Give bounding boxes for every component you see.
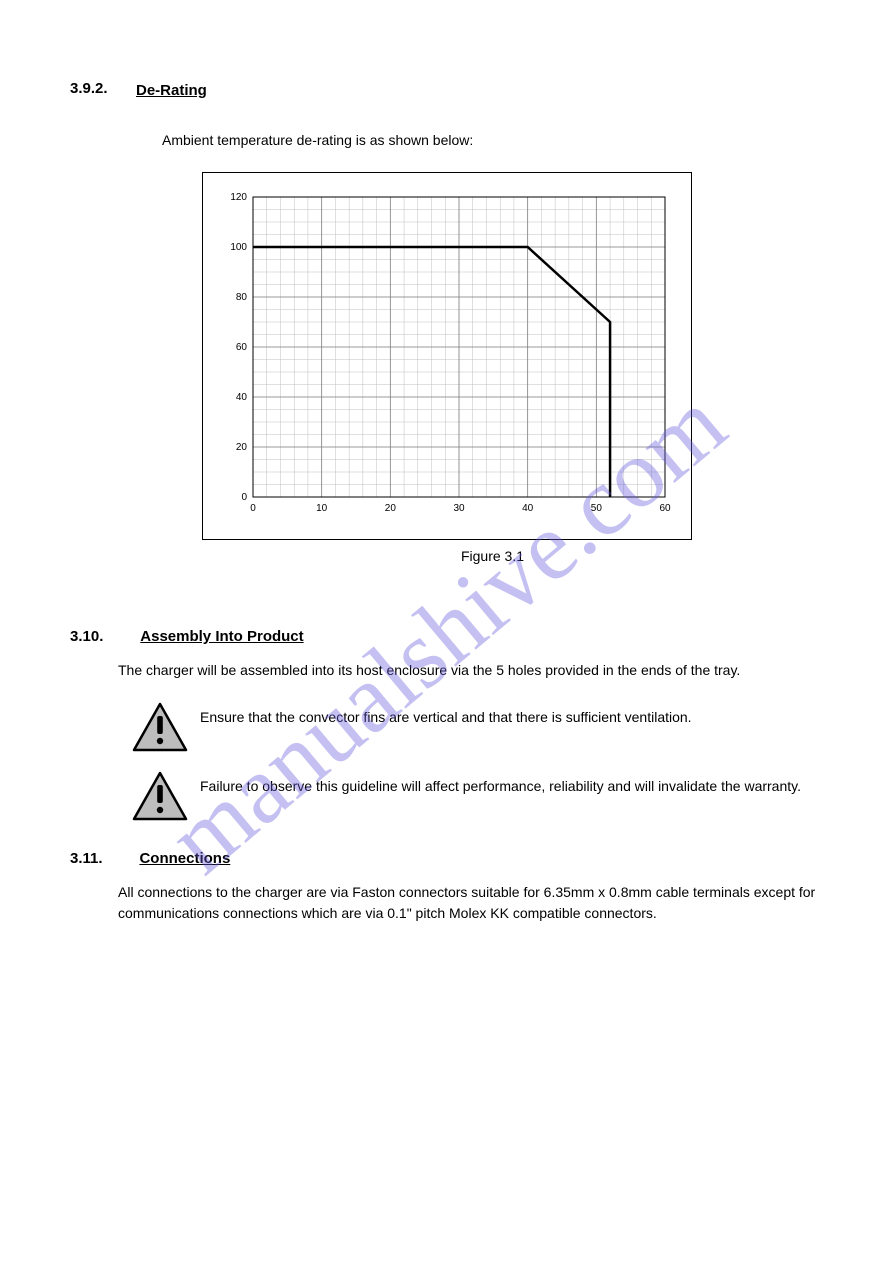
svg-text:20: 20 bbox=[384, 503, 396, 514]
warning-text-2: Failure to observe this guideline will a… bbox=[200, 771, 801, 797]
section-number-connections: 3.11. bbox=[70, 850, 103, 867]
derating-chart: 0 10 20 30 40 50 60 0 20 40 60 80 100 120 bbox=[202, 172, 692, 540]
section-title-connections: Connections bbox=[139, 850, 230, 867]
assembly-text: The charger will be assembled into its h… bbox=[118, 660, 823, 680]
section-title-derating: De-Rating bbox=[136, 80, 207, 102]
figure-caption: Figure 3.1 bbox=[162, 548, 823, 564]
chart-svg: 0 10 20 30 40 50 60 0 20 40 60 80 100 120 bbox=[219, 191, 675, 521]
svg-text:20: 20 bbox=[235, 442, 247, 453]
svg-text:40: 40 bbox=[522, 503, 534, 514]
svg-text:0: 0 bbox=[250, 503, 256, 514]
svg-text:60: 60 bbox=[659, 503, 671, 514]
svg-text:30: 30 bbox=[453, 503, 465, 514]
svg-text:80: 80 bbox=[235, 292, 247, 303]
section-number-assembly: 3.10. bbox=[70, 628, 103, 645]
svg-text:100: 100 bbox=[230, 242, 247, 253]
intro-text: Ambient temperature de-rating is as show… bbox=[162, 130, 823, 150]
section-number: 3.9.2. bbox=[70, 80, 108, 97]
svg-text:0: 0 bbox=[241, 492, 247, 503]
connections-text: All connections to the charger are via F… bbox=[118, 882, 823, 923]
svg-text:50: 50 bbox=[590, 503, 602, 514]
svg-text:60: 60 bbox=[235, 342, 247, 353]
warning-icon bbox=[132, 771, 188, 826]
svg-text:120: 120 bbox=[230, 192, 247, 203]
svg-text:40: 40 bbox=[235, 392, 247, 403]
warning-icon bbox=[132, 702, 188, 757]
warning-text-1: Ensure that the convector fins are verti… bbox=[200, 702, 692, 728]
section-title-assembly: Assembly Into Product bbox=[140, 628, 303, 645]
svg-text:10: 10 bbox=[316, 503, 328, 514]
